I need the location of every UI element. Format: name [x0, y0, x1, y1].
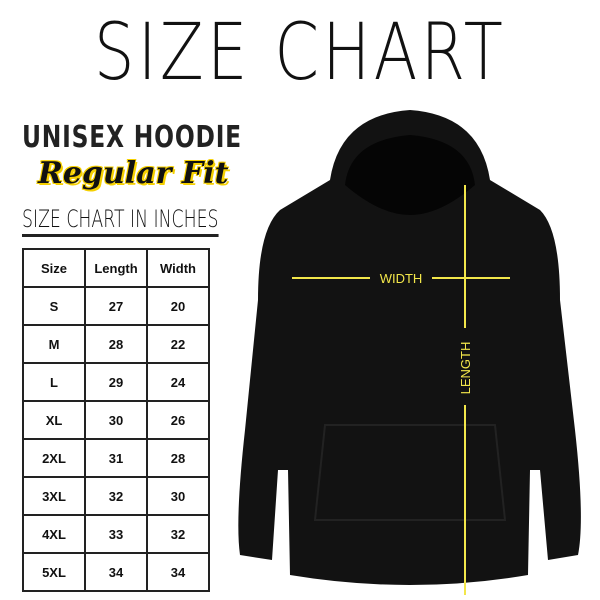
width-cell: 30 [146, 476, 210, 516]
width-cell: 32 [146, 514, 210, 554]
header-length: Length [84, 248, 148, 288]
fit-label: Regular Fit [38, 156, 229, 191]
length-cell: 29 [84, 362, 148, 402]
header-width: Width [146, 248, 210, 288]
page-title: SIZE CHART [93, 8, 507, 98]
width-cell: 28 [146, 438, 210, 478]
hoodie-body [238, 110, 581, 585]
table-row: L 29 24 [22, 362, 210, 402]
length-cell: 30 [84, 400, 148, 440]
table-header-row: Size Length Width [22, 248, 210, 288]
size-cell: 4XL [22, 514, 86, 554]
width-cell: 26 [146, 400, 210, 440]
size-cell: 2XL [22, 438, 86, 478]
width-label: WIDTH [380, 271, 423, 286]
table-caption: SIZE CHART IN INCHES [22, 205, 219, 237]
table-row: 5XL 34 34 [22, 552, 210, 592]
size-cell: M [22, 324, 86, 364]
width-cell: 34 [146, 552, 210, 592]
table-row: S 27 20 [22, 286, 210, 326]
length-cell: 28 [84, 324, 148, 364]
size-table: Size Length Width S 27 20 M 28 22 L 29 24 XL 30… [22, 248, 210, 592]
width-cell: 24 [146, 362, 210, 402]
front-pocket [313, 424, 507, 521]
table-row: XL 30 26 [22, 400, 210, 440]
table-row: 2XL 31 28 [22, 438, 210, 478]
size-cell: XL [22, 400, 86, 440]
size-cell: S [22, 286, 86, 326]
product-name: UNISEX HOODIE [22, 120, 242, 155]
width-cell: 20 [146, 286, 210, 326]
size-cell: L [22, 362, 86, 402]
size-cell: 3XL [22, 476, 86, 516]
size-cell: 5XL [22, 552, 86, 592]
length-cell: 33 [84, 514, 148, 554]
width-cell: 22 [146, 324, 210, 364]
length-label: LENGTH [458, 342, 473, 395]
table-row: 3XL 32 30 [22, 476, 210, 516]
hoodie-illustration: WIDTH LENGTH [238, 110, 581, 595]
length-cell: 31 [84, 438, 148, 478]
length-cell: 34 [84, 552, 148, 592]
length-cell: 27 [84, 286, 148, 326]
hood-opening [345, 135, 475, 215]
table-row: M 28 22 [22, 324, 210, 364]
table-row: 4XL 33 32 [22, 514, 210, 554]
length-cell: 32 [84, 476, 148, 516]
header-size: Size [22, 248, 86, 288]
